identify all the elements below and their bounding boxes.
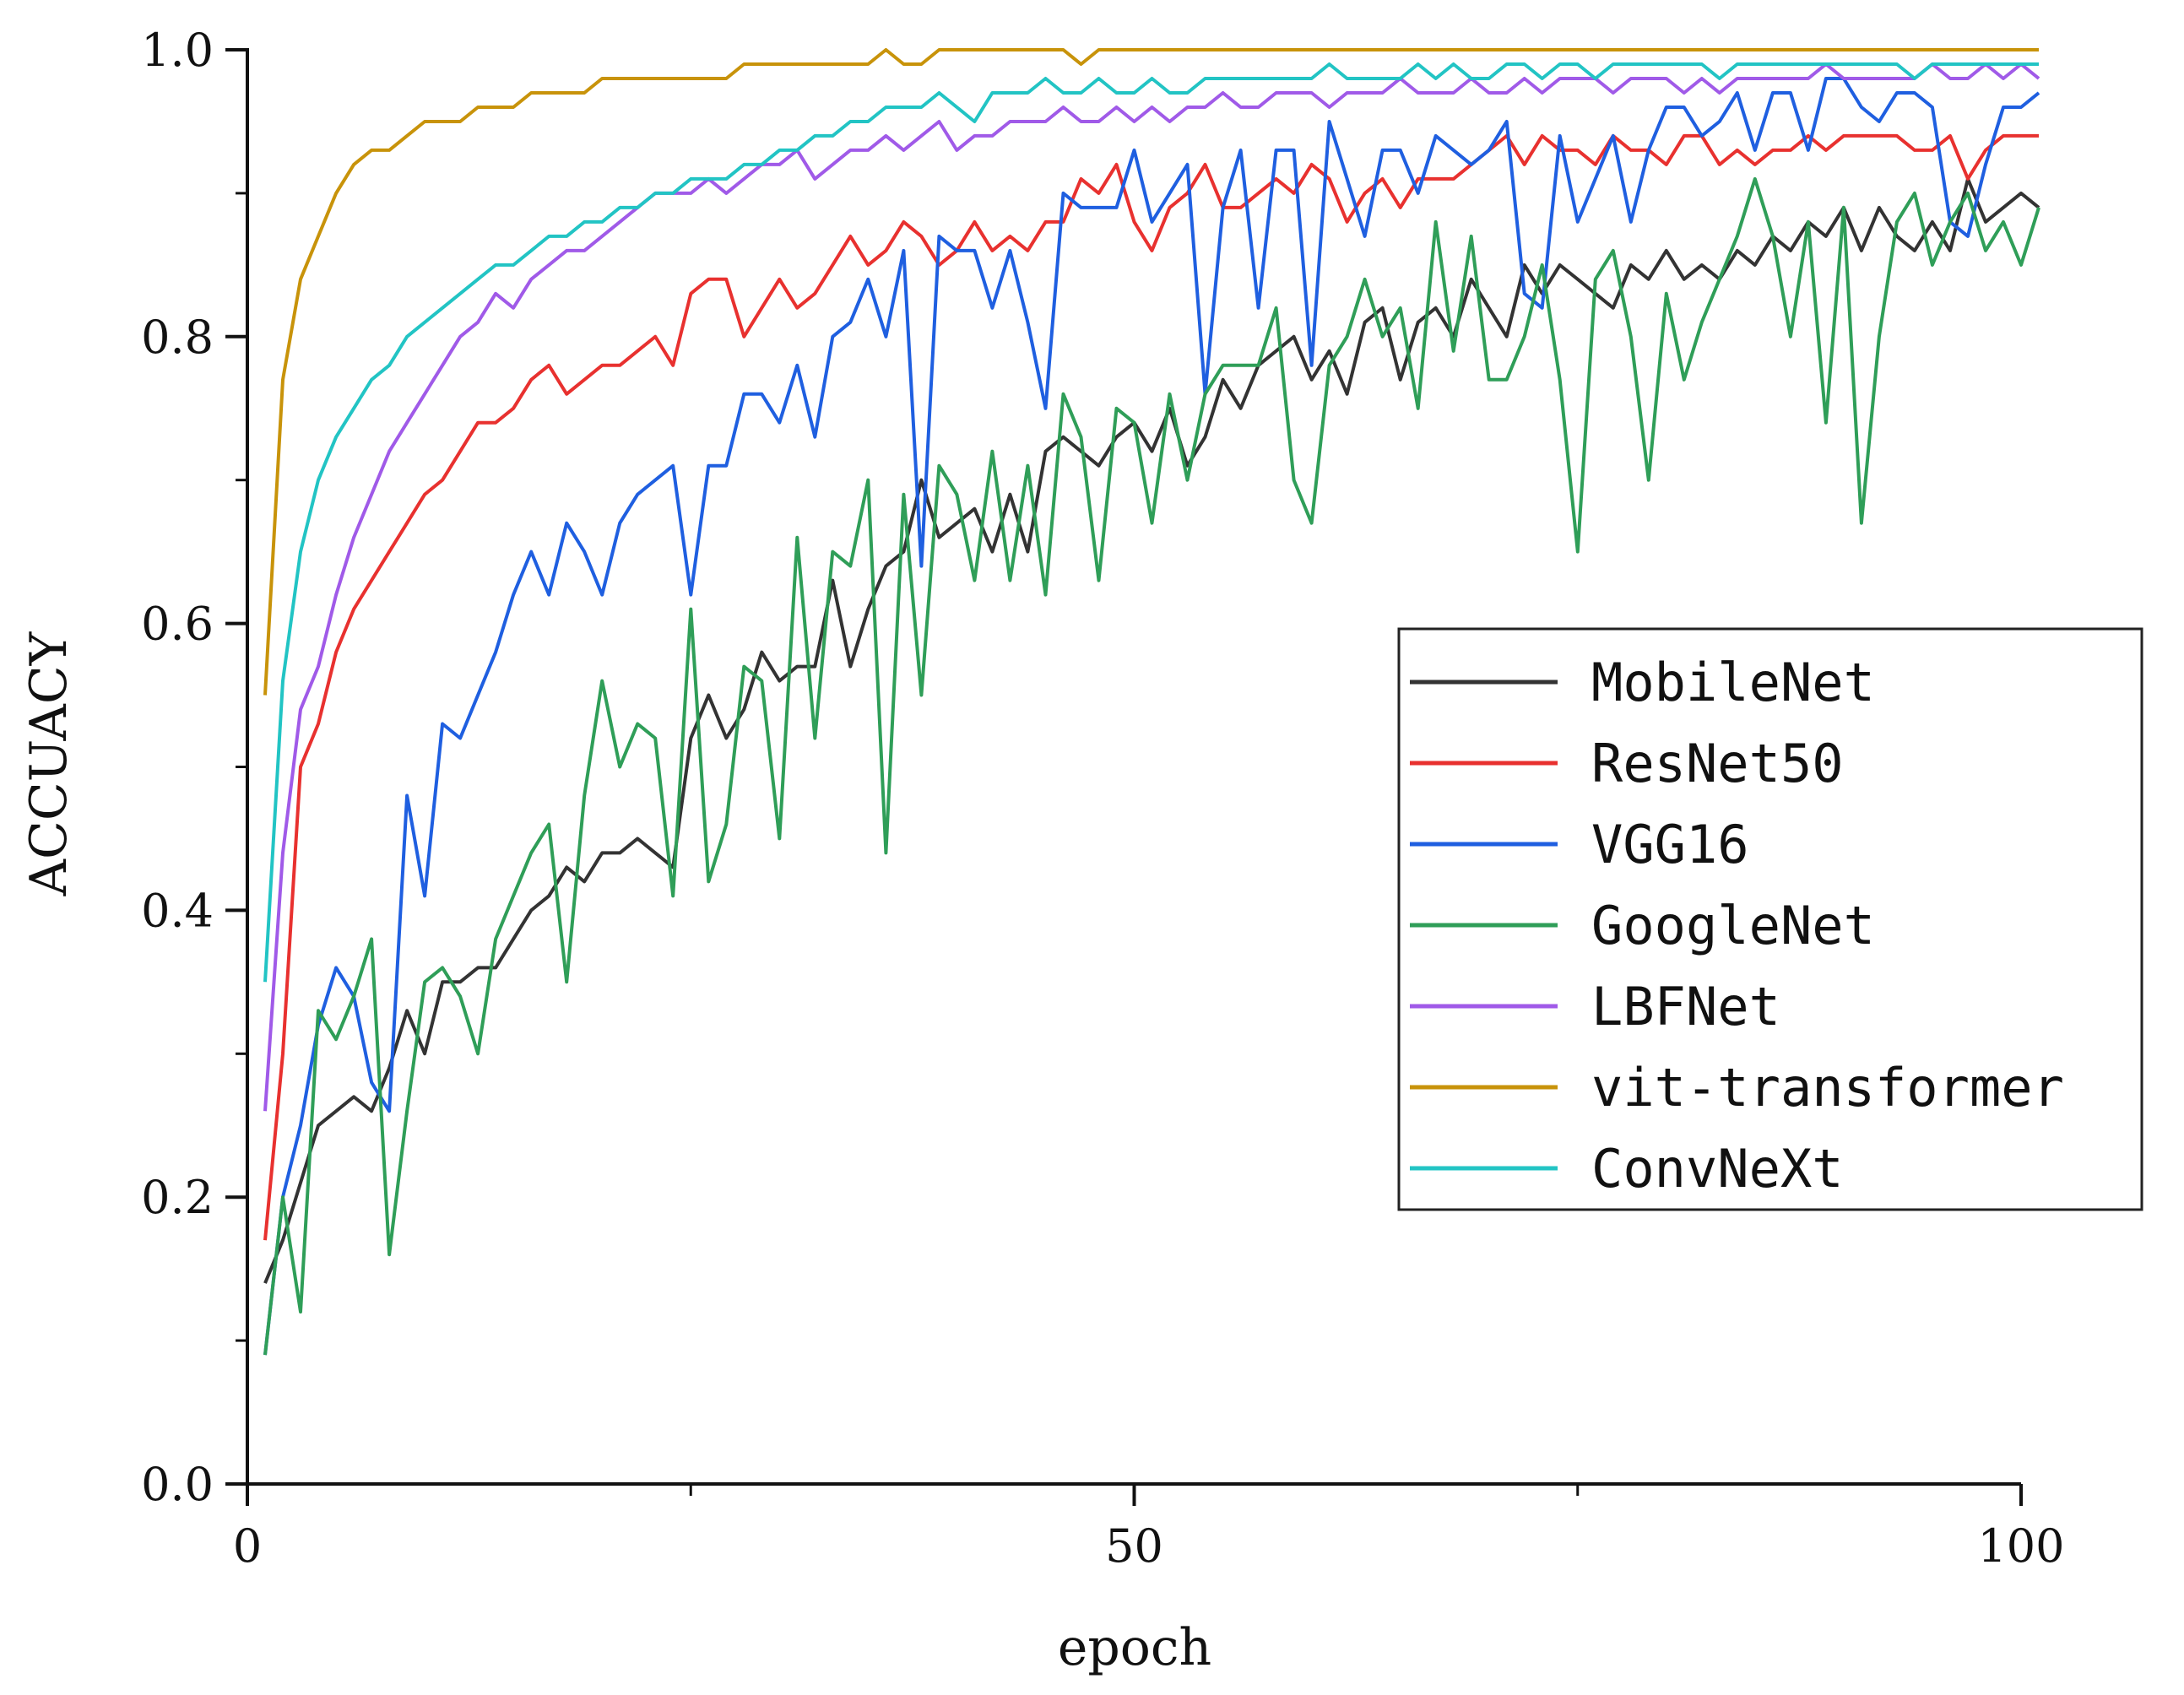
legend-label-lbfnet: LBFNet — [1591, 976, 1780, 1037]
y-axis-title: ACCUACY — [19, 631, 79, 896]
legend-label-convnext: ConvNeXt — [1591, 1138, 1844, 1199]
legend-label-vit-transformer: vit-transformer — [1591, 1057, 2064, 1118]
y-tick-label: 0.4 — [141, 884, 214, 937]
x-tick-label: 0 — [233, 1519, 262, 1573]
x-tick-label: 100 — [1977, 1519, 2064, 1573]
axes-layer: 0.0 0.2 0.4 0.6 0.8 1.0 0 50 100 — [141, 24, 2064, 1573]
series-line-vgg16 — [263, 77, 2040, 1356]
series-line-lbfnet — [263, 62, 2040, 1112]
y-tick-label: 1.0 — [141, 24, 214, 77]
y-tick-label: 0.2 — [141, 1171, 214, 1224]
y-tick-label: 0.8 — [141, 311, 214, 364]
y-tick-label: 0.6 — [141, 598, 214, 651]
legend-label-vgg16: VGG16 — [1591, 814, 1749, 875]
series-line-vit-transformer — [263, 48, 2039, 696]
y-tick-label: 0.0 — [141, 1458, 214, 1511]
series-line-mobilenet — [263, 176, 2040, 1284]
series-line-resnet50 — [263, 133, 2039, 1241]
legend: MobileNet ResNet50 VGG16 GoogleNet LBFNet vit… — [1397, 627, 2143, 1211]
x-axis-title: epoch — [1058, 1618, 1211, 1677]
series-line-convnext — [263, 62, 2039, 983]
legend-label-mobilenet: MobileNet — [1591, 652, 1875, 713]
legend-label-googlenet: GoogleNet — [1591, 895, 1875, 956]
x-tick-label: 50 — [1105, 1519, 1163, 1573]
series-line-googlenet — [263, 176, 2040, 1356]
legend-box — [1397, 627, 2143, 1211]
series-layer — [263, 48, 2040, 1356]
legend-label-resnet50: ResNet50 — [1591, 733, 1844, 794]
